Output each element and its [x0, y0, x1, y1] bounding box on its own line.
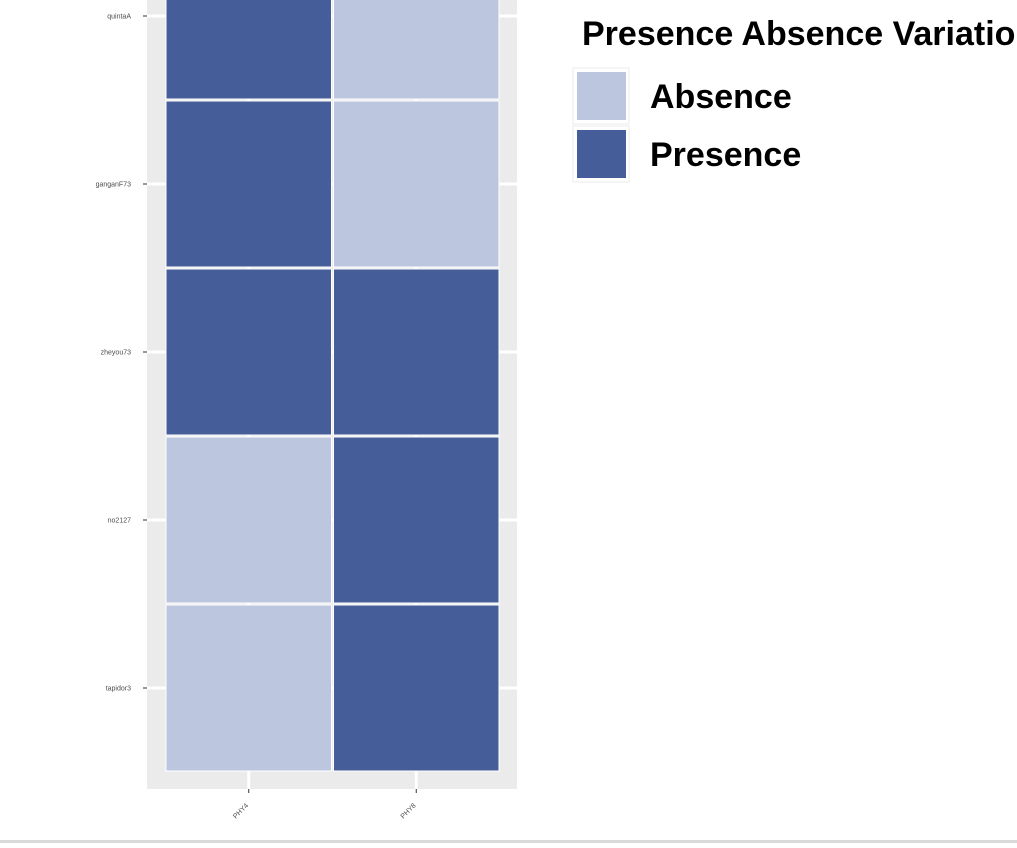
y-tick-label: tapidor3: [106, 686, 131, 693]
legend-label-presence: Presence: [650, 136, 801, 174]
y-tick-label: ganganF73: [96, 182, 132, 189]
legend-entries: Absence Presence: [572, 67, 801, 183]
heatmap-cell-no2127-PHY8: [333, 436, 500, 604]
heatmap-cell-zheyou73-PHY8: [333, 268, 500, 436]
y-tick-label: zheyou73: [101, 350, 131, 357]
x-axis: PHY4 PHY8: [232, 789, 418, 820]
legend: Presence Absence Variation Absence Presen…: [572, 15, 1017, 183]
heatmap-cell-no2127-PHY4: [165, 436, 332, 604]
x-tick-label: PHY8: [400, 802, 418, 820]
y-tick-label: quintaA: [107, 14, 131, 21]
heatmap-cell-tapidor3-PHY4: [165, 604, 332, 772]
legend-title: Presence Absence Variation: [582, 15, 1017, 53]
heatmap-cell-ganganF73-PHY4: [165, 100, 332, 268]
heatmap-cell-quintaA-PHY8: [333, 0, 500, 100]
legend-swatch-presence: [577, 130, 626, 178]
legend-label-absence: Absence: [650, 78, 792, 116]
heatmap-tiles: [165, 0, 500, 772]
heatmap-cell-ganganF73-PHY8: [333, 100, 500, 268]
y-tick-label: no2127: [108, 518, 131, 525]
bottom-divider: [0, 840, 1017, 843]
y-axis: quintaA ganganF73 zheyou73 no2127 tapidor3: [96, 14, 147, 693]
x-tick-label: PHY4: [232, 802, 250, 820]
heatmap-cell-tapidor3-PHY8: [333, 604, 500, 772]
legend-swatch-absence: [577, 72, 626, 120]
heatmap-cell-quintaA-PHY4: [165, 0, 332, 100]
heatmap-cell-zheyou73-PHY4: [165, 268, 332, 436]
